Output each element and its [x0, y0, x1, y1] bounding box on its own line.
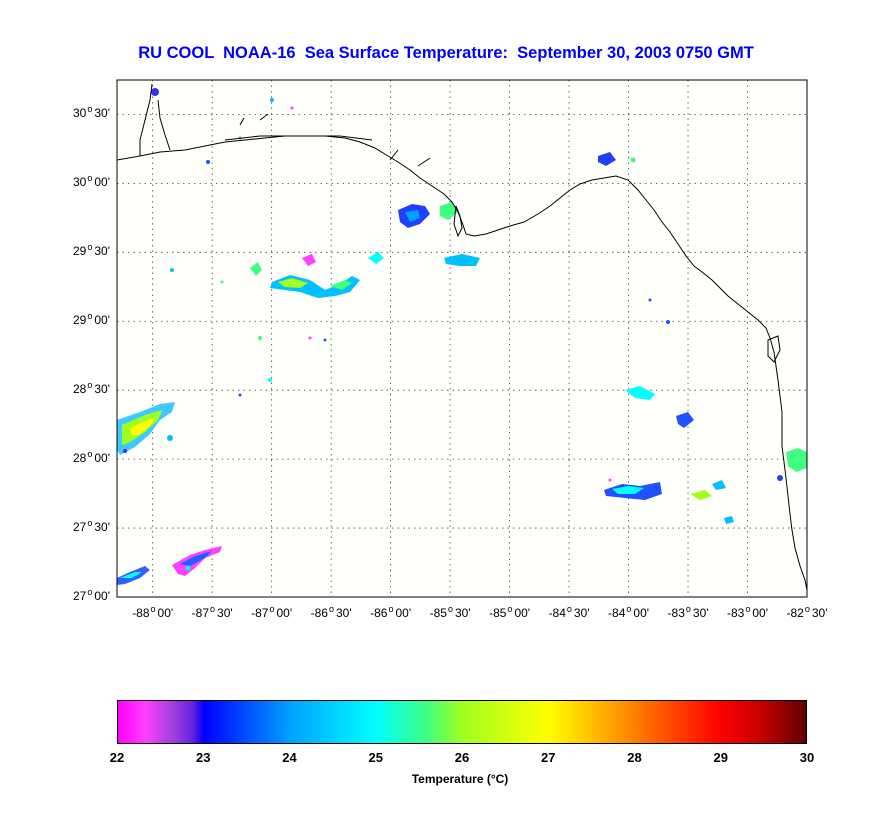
x-tick-label: -83o 30'	[667, 604, 709, 620]
sst-patch-apalachicola	[398, 202, 480, 266]
map-frame	[116, 79, 808, 598]
x-tick-label: -87o 30'	[191, 604, 233, 620]
colorbar-tick-label: 29	[713, 750, 728, 765]
coastline-dots-north	[239, 113, 431, 167]
coastline-barrier-island	[224, 135, 373, 141]
y-tick-label: 29o 30'	[72, 242, 110, 259]
chart-title: RU COOL NOAA-16 Sea Surface Temperature:…	[138, 44, 754, 62]
colorbar-tick-label: 22	[109, 750, 125, 765]
sst-patch-north-center	[250, 252, 384, 298]
colorbar-tick-label: 26	[454, 750, 470, 765]
x-tick-label: -82o 30'	[786, 604, 828, 620]
x-tick-label: -85o 30'	[429, 604, 471, 620]
sst-patch-sw-large	[117, 402, 175, 455]
lat-lon-grid	[117, 80, 808, 598]
y-tick-label: 29o 00'	[72, 311, 110, 328]
x-tick-label: -87o 00'	[251, 604, 293, 620]
colorbar-tick-label: 28	[627, 750, 642, 765]
y-tick-label: 30o 00'	[72, 173, 110, 190]
sst-patch-sw-bottom	[117, 546, 222, 585]
map-background	[117, 80, 807, 597]
y-tick-label: 27o 00'	[72, 587, 110, 603]
coastline	[116, 83, 808, 591]
x-tick-label: -84o 30'	[548, 604, 590, 620]
y-tick-label: 27o 30'	[72, 518, 110, 535]
coastline-mobile-bay	[139, 83, 171, 156]
colorbar-tick-label: 24	[282, 750, 297, 765]
colorbar	[117, 700, 807, 744]
sst-patch-specks	[151, 88, 783, 482]
y-tick-label: 28o 30'	[72, 380, 110, 397]
colorbar-label: Temperature (°C)	[411, 772, 509, 786]
x-tick-label: -88o 00'	[132, 604, 174, 620]
coastline-gulf-coast	[116, 135, 808, 591]
y-tick-label: 28o 00'	[72, 449, 110, 466]
colorbar-tick-label: 27	[541, 750, 556, 765]
coastline-st-joseph-bay	[453, 205, 463, 238]
coastline-tampa	[767, 335, 781, 363]
x-tick-label: -85o 00'	[489, 604, 531, 620]
sst-patches	[117, 88, 807, 585]
sst-patch-east	[598, 152, 807, 524]
x-tick-label: -86o 00'	[370, 604, 412, 620]
colorbar-tick-label: 30	[799, 750, 815, 765]
x-tick-label: -83o 00'	[727, 604, 769, 620]
colorbar-tick-label: 23	[196, 750, 211, 765]
x-tick-label: -86o 30'	[310, 604, 352, 620]
sst-map	[116, 79, 808, 598]
colorbar-tick-label: 25	[368, 750, 383, 765]
y-tick-label: 30o 30'	[72, 104, 110, 121]
x-tick-label: -84o 00'	[608, 604, 650, 620]
